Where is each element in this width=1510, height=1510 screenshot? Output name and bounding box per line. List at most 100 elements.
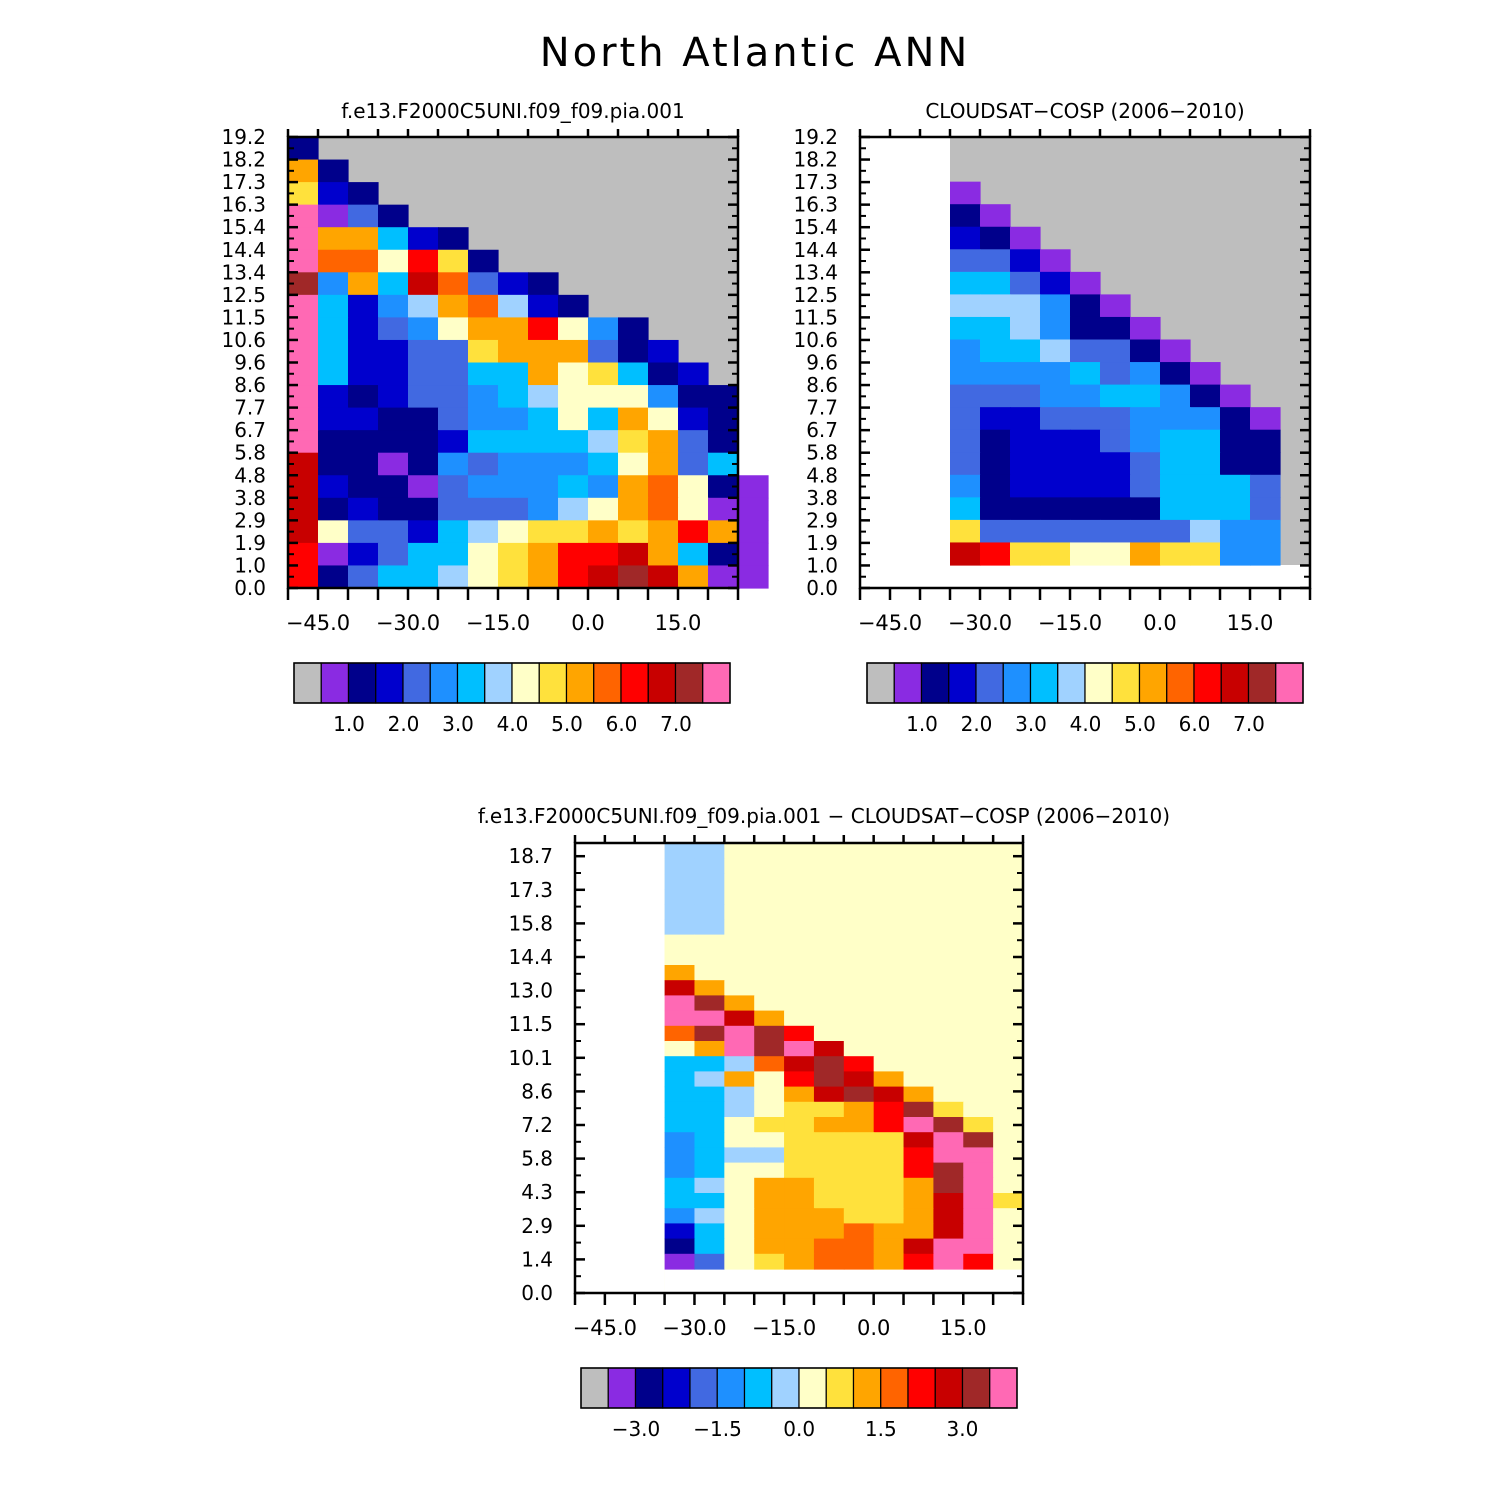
heatmap-cell (1130, 316, 1161, 341)
y-tick-label: 15.8 (508, 911, 553, 935)
colorbar-swatch (961, 1367, 991, 1409)
heatmap-cell (1010, 452, 1041, 476)
heatmap-cell (1160, 452, 1191, 476)
heatmap-cell (873, 889, 905, 905)
heatmap-cell (408, 475, 439, 499)
heatmap-cell (843, 1132, 875, 1148)
heatmap-cell (694, 843, 725, 860)
heatmap-cell (318, 520, 349, 544)
heatmap-cell (993, 1253, 1024, 1270)
heatmap-cell (843, 1223, 875, 1240)
heatmap-cell (1010, 384, 1041, 408)
heatmap-cell (980, 407, 1011, 431)
colorbar-swatch (347, 662, 377, 704)
x-tick-label: −45.0 (573, 1316, 637, 1340)
heatmap-cell (318, 385, 349, 409)
heatmap-cell (933, 843, 964, 860)
heatmap-cell (708, 475, 739, 499)
colorbar-swatch (852, 1367, 882, 1409)
heatmap-cell (873, 1147, 905, 1164)
colorbar-label: 2.0 (961, 712, 993, 736)
heatmap-cell (724, 1071, 755, 1088)
panel-obs: CLOUDSAT−COSP (2006−2010) 19.218.217.316.… (793, 99, 1312, 736)
heatmap-cell (288, 385, 319, 409)
y-tick-label: 3.8 (806, 486, 838, 510)
heatmap-cell (378, 317, 409, 341)
heatmap-cell (933, 1071, 964, 1088)
heatmap-cell (1070, 384, 1101, 408)
colorbar-swatch (580, 1367, 609, 1409)
heatmap-cell (784, 1041, 815, 1057)
heatmap-cell (1160, 407, 1191, 431)
heatmap-cell (873, 1025, 905, 1042)
heatmap-cell (318, 407, 349, 431)
heatmap-cell (664, 919, 696, 936)
heatmap-cell (950, 271, 981, 295)
heatmap-cell (950, 474, 981, 498)
heatmap-cell (1100, 542, 1131, 566)
heatmap-cell (903, 1056, 934, 1072)
heatmap-cell (724, 1177, 755, 1194)
heatmap-cell (963, 858, 994, 875)
heatmap-cell (1190, 497, 1221, 521)
y-tick-label: 13.4 (793, 260, 838, 284)
heatmap-cell (993, 1117, 1024, 1133)
x-tick-label: −15.0 (752, 1316, 816, 1340)
y-tick-label: 1.0 (234, 553, 266, 577)
colorbar-label: 3.0 (1015, 712, 1047, 736)
heatmap-cell (813, 858, 845, 875)
heatmap-cell (1070, 429, 1101, 453)
heatmap-cell (963, 1041, 994, 1057)
heatmap-cell (498, 294, 529, 318)
heatmap-cell (813, 843, 845, 860)
heatmap-cell (873, 904, 905, 920)
heatmap-cell (588, 520, 619, 544)
heatmap-cell (288, 475, 319, 499)
heatmap-cell (724, 904, 755, 920)
heatmap-cell (1130, 339, 1161, 363)
heatmap-cell (618, 542, 649, 567)
heatmap-cell (933, 1010, 964, 1027)
heatmap-cell (664, 1056, 696, 1072)
heatmap-cell (528, 294, 559, 318)
heatmap-cell (724, 965, 755, 981)
heatmap-cell (348, 272, 379, 296)
heatmap-cell (648, 475, 679, 499)
heatmap-cell (1220, 519, 1251, 544)
heatmap-cell (933, 858, 964, 875)
heatmap-cell (1190, 362, 1221, 386)
heatmap-cell (558, 385, 589, 409)
y-tick-label: 1.9 (806, 531, 838, 555)
heatmap-cell (993, 1041, 1024, 1057)
heatmap-cell (963, 995, 994, 1012)
heatmap-cell (408, 407, 439, 431)
heatmap-cell (903, 949, 934, 966)
heatmap-cell (708, 520, 739, 544)
heatmap-cell (318, 542, 349, 567)
heatmap-cell (438, 294, 469, 318)
heatmap-cell (288, 159, 319, 183)
heatmap-cell (993, 1025, 1024, 1042)
y-tick-label: 14.4 (221, 238, 266, 262)
heatmap-cell (664, 1253, 696, 1270)
heatmap-cell (438, 520, 469, 544)
heatmap-cell (784, 1132, 815, 1148)
heatmap-cell (528, 430, 559, 454)
heatmap-cell (648, 497, 679, 521)
colorbar-swatch (702, 662, 731, 704)
heatmap-cell (813, 1132, 845, 1148)
heatmap-cell (903, 1147, 934, 1164)
colorbar-swatch (771, 1367, 800, 1409)
y-tick-label: 0.0 (806, 576, 838, 600)
y-tick-label: 17.3 (221, 170, 266, 194)
heatmap-cell (903, 934, 934, 951)
heatmap-cell (1220, 452, 1251, 476)
heatmap-cell (754, 1041, 785, 1057)
heatmap-cell (963, 949, 994, 966)
heatmap-cell (903, 1041, 934, 1057)
heatmap-cell (724, 1117, 755, 1133)
heatmap-cell (993, 1147, 1024, 1164)
heatmap-cell (438, 407, 469, 431)
colorbar-swatch (429, 662, 459, 704)
heatmap-cell (980, 271, 1011, 295)
